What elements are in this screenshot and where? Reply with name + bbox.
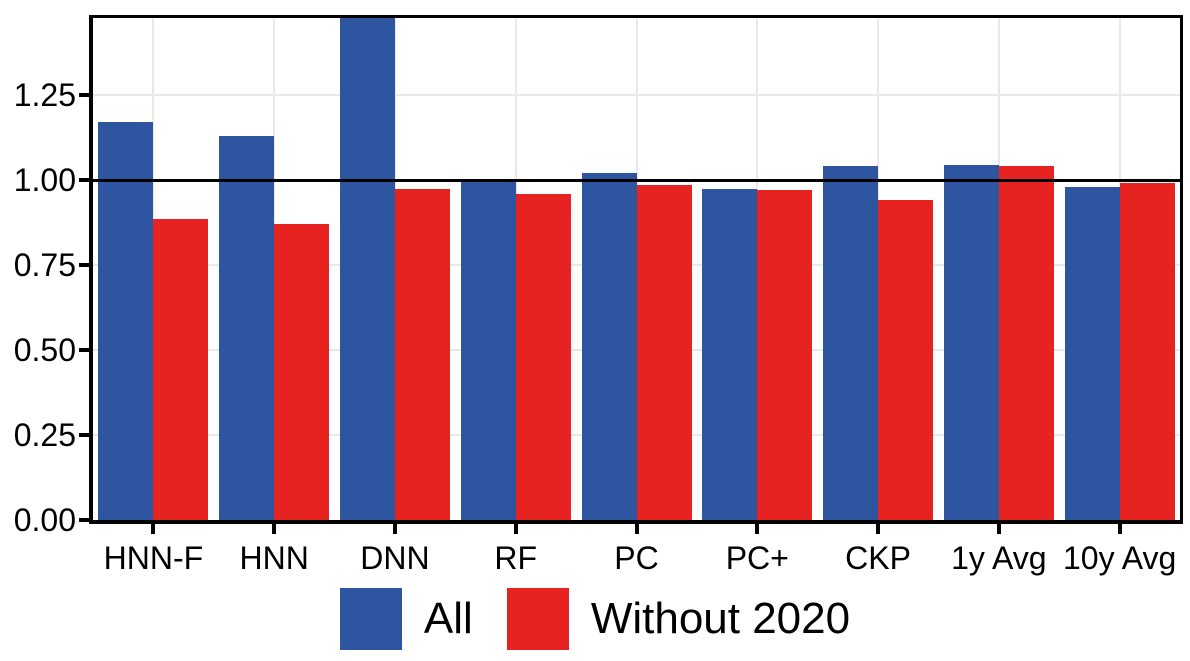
x-axis-tick	[755, 520, 760, 534]
x-axis-tick-label: PC	[614, 540, 659, 576]
x-axis-tick-label: 10y Avg	[1062, 540, 1177, 576]
bar-1y-avg-all	[943, 164, 999, 520]
bar-pc-without-2020	[636, 185, 692, 520]
legend: All Without 2020	[0, 586, 1190, 652]
bar-rf-without-2020	[515, 193, 571, 520]
bar-pc-all	[581, 173, 637, 520]
bar-dnn-all	[339, 18, 395, 520]
legend-swatch-all	[339, 588, 402, 650]
bar-hnn-f-without-2020	[153, 219, 209, 520]
bar-hnn-f-all	[98, 122, 154, 520]
bar-pc--all	[702, 188, 758, 520]
x-axis-tick-label: HNN	[239, 540, 309, 576]
legend-label-without-2020: Without 2020	[590, 594, 851, 643]
y-axis-tick-label: 0.25	[13, 417, 76, 453]
legend-label-all: All	[423, 594, 473, 643]
x-axis-tick	[513, 520, 518, 534]
x-axis-tick	[392, 520, 397, 534]
y-axis-tick-label: 1.25	[13, 77, 76, 113]
y-axis-tick-label: 0.00	[13, 502, 76, 538]
y-axis-tick	[79, 518, 93, 522]
legend-swatch-without-2020	[506, 588, 569, 650]
x-axis-tick-label: CKP	[845, 540, 911, 576]
x-axis-tick-label: DNN	[360, 540, 430, 576]
bar-pc--without-2020	[757, 190, 813, 520]
bar-hnn-all	[219, 135, 275, 520]
x-axis-tick	[272, 520, 277, 534]
x-axis-tick	[996, 520, 1001, 534]
x-axis-tick	[151, 520, 156, 534]
x-axis-tick-label: RF	[494, 540, 538, 576]
bar-1y-avg-without-2020	[998, 166, 1054, 520]
x-axis-tick-label: 1y Avg	[951, 540, 1047, 576]
bar-10y-avg-without-2020	[1119, 183, 1175, 520]
bar-rf-all	[460, 180, 516, 520]
x-axis-tick-label: HNN-F	[103, 540, 204, 576]
y-axis-tick	[79, 433, 93, 437]
bar-ckp-without-2020	[878, 200, 934, 520]
bar-ckp-all	[823, 166, 879, 520]
y-axis-tick	[79, 348, 93, 352]
bar-dnn-without-2020	[394, 188, 450, 520]
reference-line-1.0	[93, 178, 1180, 182]
y-axis-tick	[79, 263, 93, 267]
x-axis-tick	[876, 520, 881, 534]
x-axis-tick	[1117, 520, 1122, 534]
bar-10y-avg-all	[1064, 186, 1120, 520]
y-axis-tick	[79, 93, 93, 97]
y-axis-tick-label: 1.00	[13, 162, 76, 198]
y-axis-tick	[79, 178, 93, 182]
y-axis-tick-label: 0.50	[13, 332, 76, 368]
x-axis-tick	[634, 520, 639, 534]
bar-hnn-without-2020	[274, 224, 330, 520]
x-axis-tick-label: PC+	[725, 540, 789, 576]
legend-item-all: All	[339, 588, 473, 650]
legend-item-without-2020: Without 2020	[506, 588, 851, 650]
y-axis-tick-label: 0.75	[13, 247, 76, 283]
